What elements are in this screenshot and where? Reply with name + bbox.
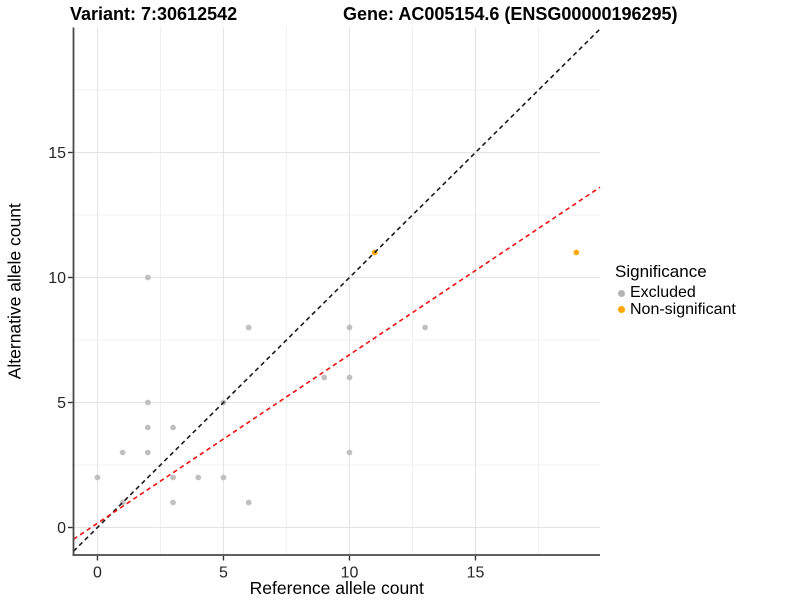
legend: Significance Excluded Non-significant [615,262,736,318]
fit-line [73,186,601,540]
data-point-excluded [422,324,428,331]
legend-item: Excluded [615,284,736,302]
legend-dot-icon [618,289,625,297]
legend-label: Non-significant [630,300,736,318]
y-tick-label: 15 [48,145,66,162]
legend-title: Significance [615,262,707,281]
data-point-excluded [170,424,176,431]
y-tick-label: 5 [57,395,66,412]
x-axis-title: Reference allele count [250,578,424,598]
data-point-excluded [220,474,227,481]
gene-title: Gene: AC005154.6 (ENSG00000196295) [343,4,678,24]
y-axis-title: Alternative allele count [5,203,25,379]
data-point-excluded [144,274,151,281]
data-point-excluded [346,374,353,381]
data-point-excluded [119,449,126,456]
data-point-excluded [144,449,151,456]
legend-items: Excluded Non-significant [615,284,736,319]
legend-label: Excluded [630,284,696,301]
variant-title: Variant: 7:30612542 [70,4,238,24]
data-point-excluded [195,474,202,481]
x-tick-label: 0 [93,565,102,582]
data-point-excluded [321,374,328,381]
data-point-excluded [346,449,353,456]
data-point-excluded [245,324,252,331]
legend-dot-icon [618,306,625,314]
data-point-excluded [94,474,101,481]
y-tick-label: 0 [57,520,66,537]
data-point-excluded [144,424,151,431]
x-tick-label: 15 [467,565,485,582]
data-point-excluded [346,324,353,331]
x-tick-label: 5 [219,565,228,582]
data-point-non-significant [573,249,580,256]
data-point-excluded [170,499,176,506]
data-point-excluded [245,499,252,506]
data-point-excluded [170,474,176,481]
identity-line [72,28,601,552]
x-tick-label: 10 [341,565,359,582]
data-point-excluded [144,399,151,406]
legend-item: Non-significant [615,300,736,319]
y-tick-label: 10 [48,270,66,287]
